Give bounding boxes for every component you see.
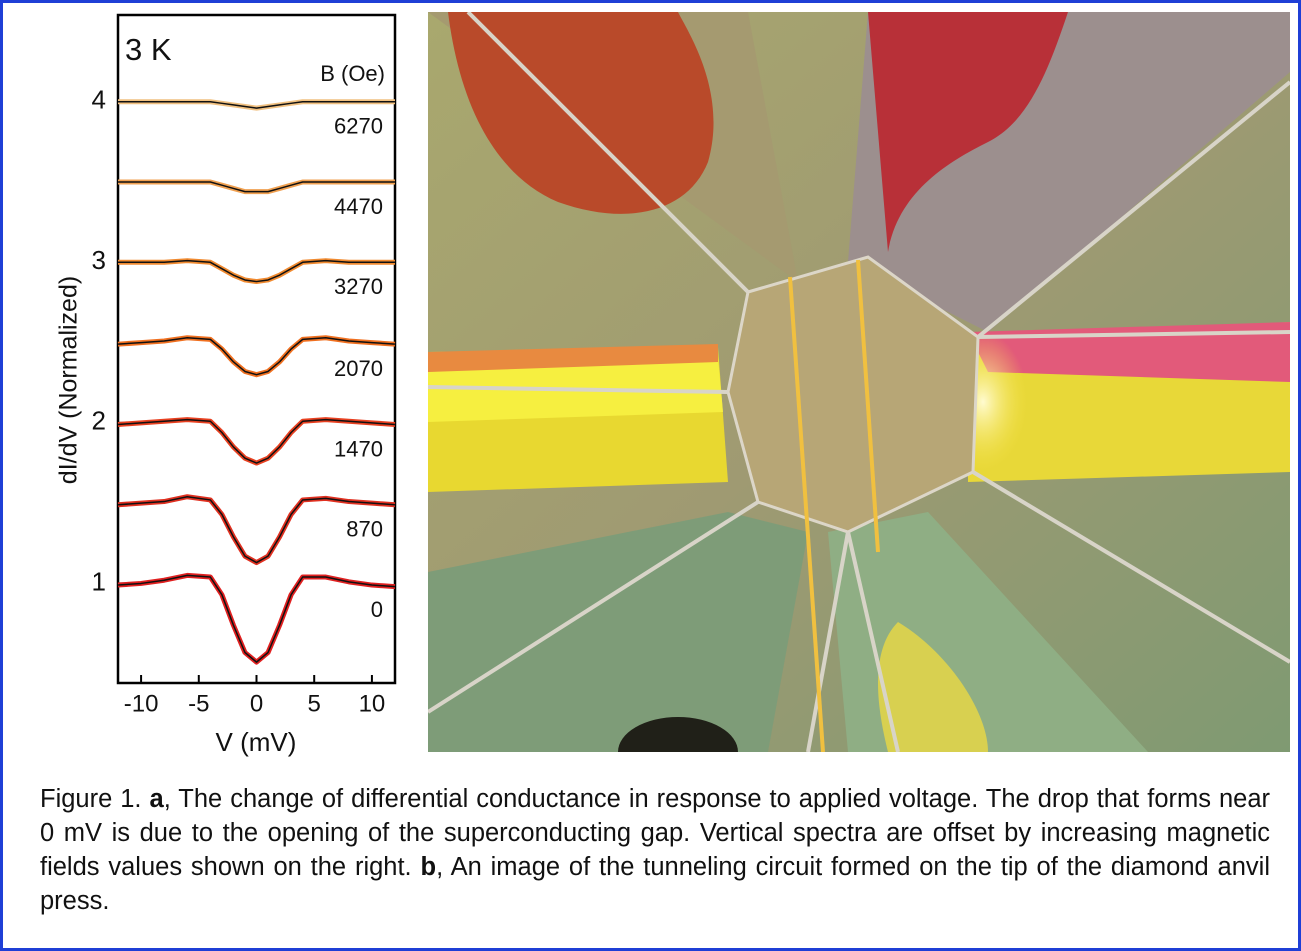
legend-title: B (Oe) <box>320 61 385 86</box>
y-axis-label: dI/dV (Normalized) <box>55 276 83 484</box>
caption: Figure 1. a, The change of differential … <box>40 782 1270 918</box>
series-label: 6270 <box>334 114 383 139</box>
x-tick-label: 0 <box>250 690 263 717</box>
caption-text: Figure 1. <box>40 785 150 813</box>
fit-line <box>118 575 395 662</box>
panel-label: 3 K <box>125 32 172 67</box>
y-tick-label: 2 <box>92 406 106 436</box>
x-tick-label: -5 <box>188 690 209 717</box>
data-line <box>118 102 395 108</box>
caption-panel-ref: b <box>420 853 436 881</box>
series-label: 1470 <box>334 436 383 461</box>
data-line <box>118 182 395 192</box>
chart: 3 K B (Oe) V (mV) dI/dV (Normalized) 1 2 3… <box>0 0 428 770</box>
y-tick-label: 1 <box>92 566 106 596</box>
data-line <box>118 575 395 662</box>
series-label: 4470 <box>334 194 383 219</box>
caption-panel-ref: a <box>150 785 164 813</box>
micrograph <box>428 12 1290 752</box>
x-axis-label: V (mV) <box>216 727 297 757</box>
x-tick-label: 10 <box>359 690 386 717</box>
series-label: 870 <box>346 517 383 542</box>
y-tick-label: 3 <box>92 245 106 275</box>
series-label: 2070 <box>334 356 383 381</box>
series-label: 3270 <box>334 274 383 299</box>
x-tick-label: -10 <box>124 690 159 717</box>
y-tick-label: 4 <box>92 85 106 115</box>
x-tick-label: 5 <box>308 690 321 717</box>
series-label: 0 <box>371 597 383 622</box>
